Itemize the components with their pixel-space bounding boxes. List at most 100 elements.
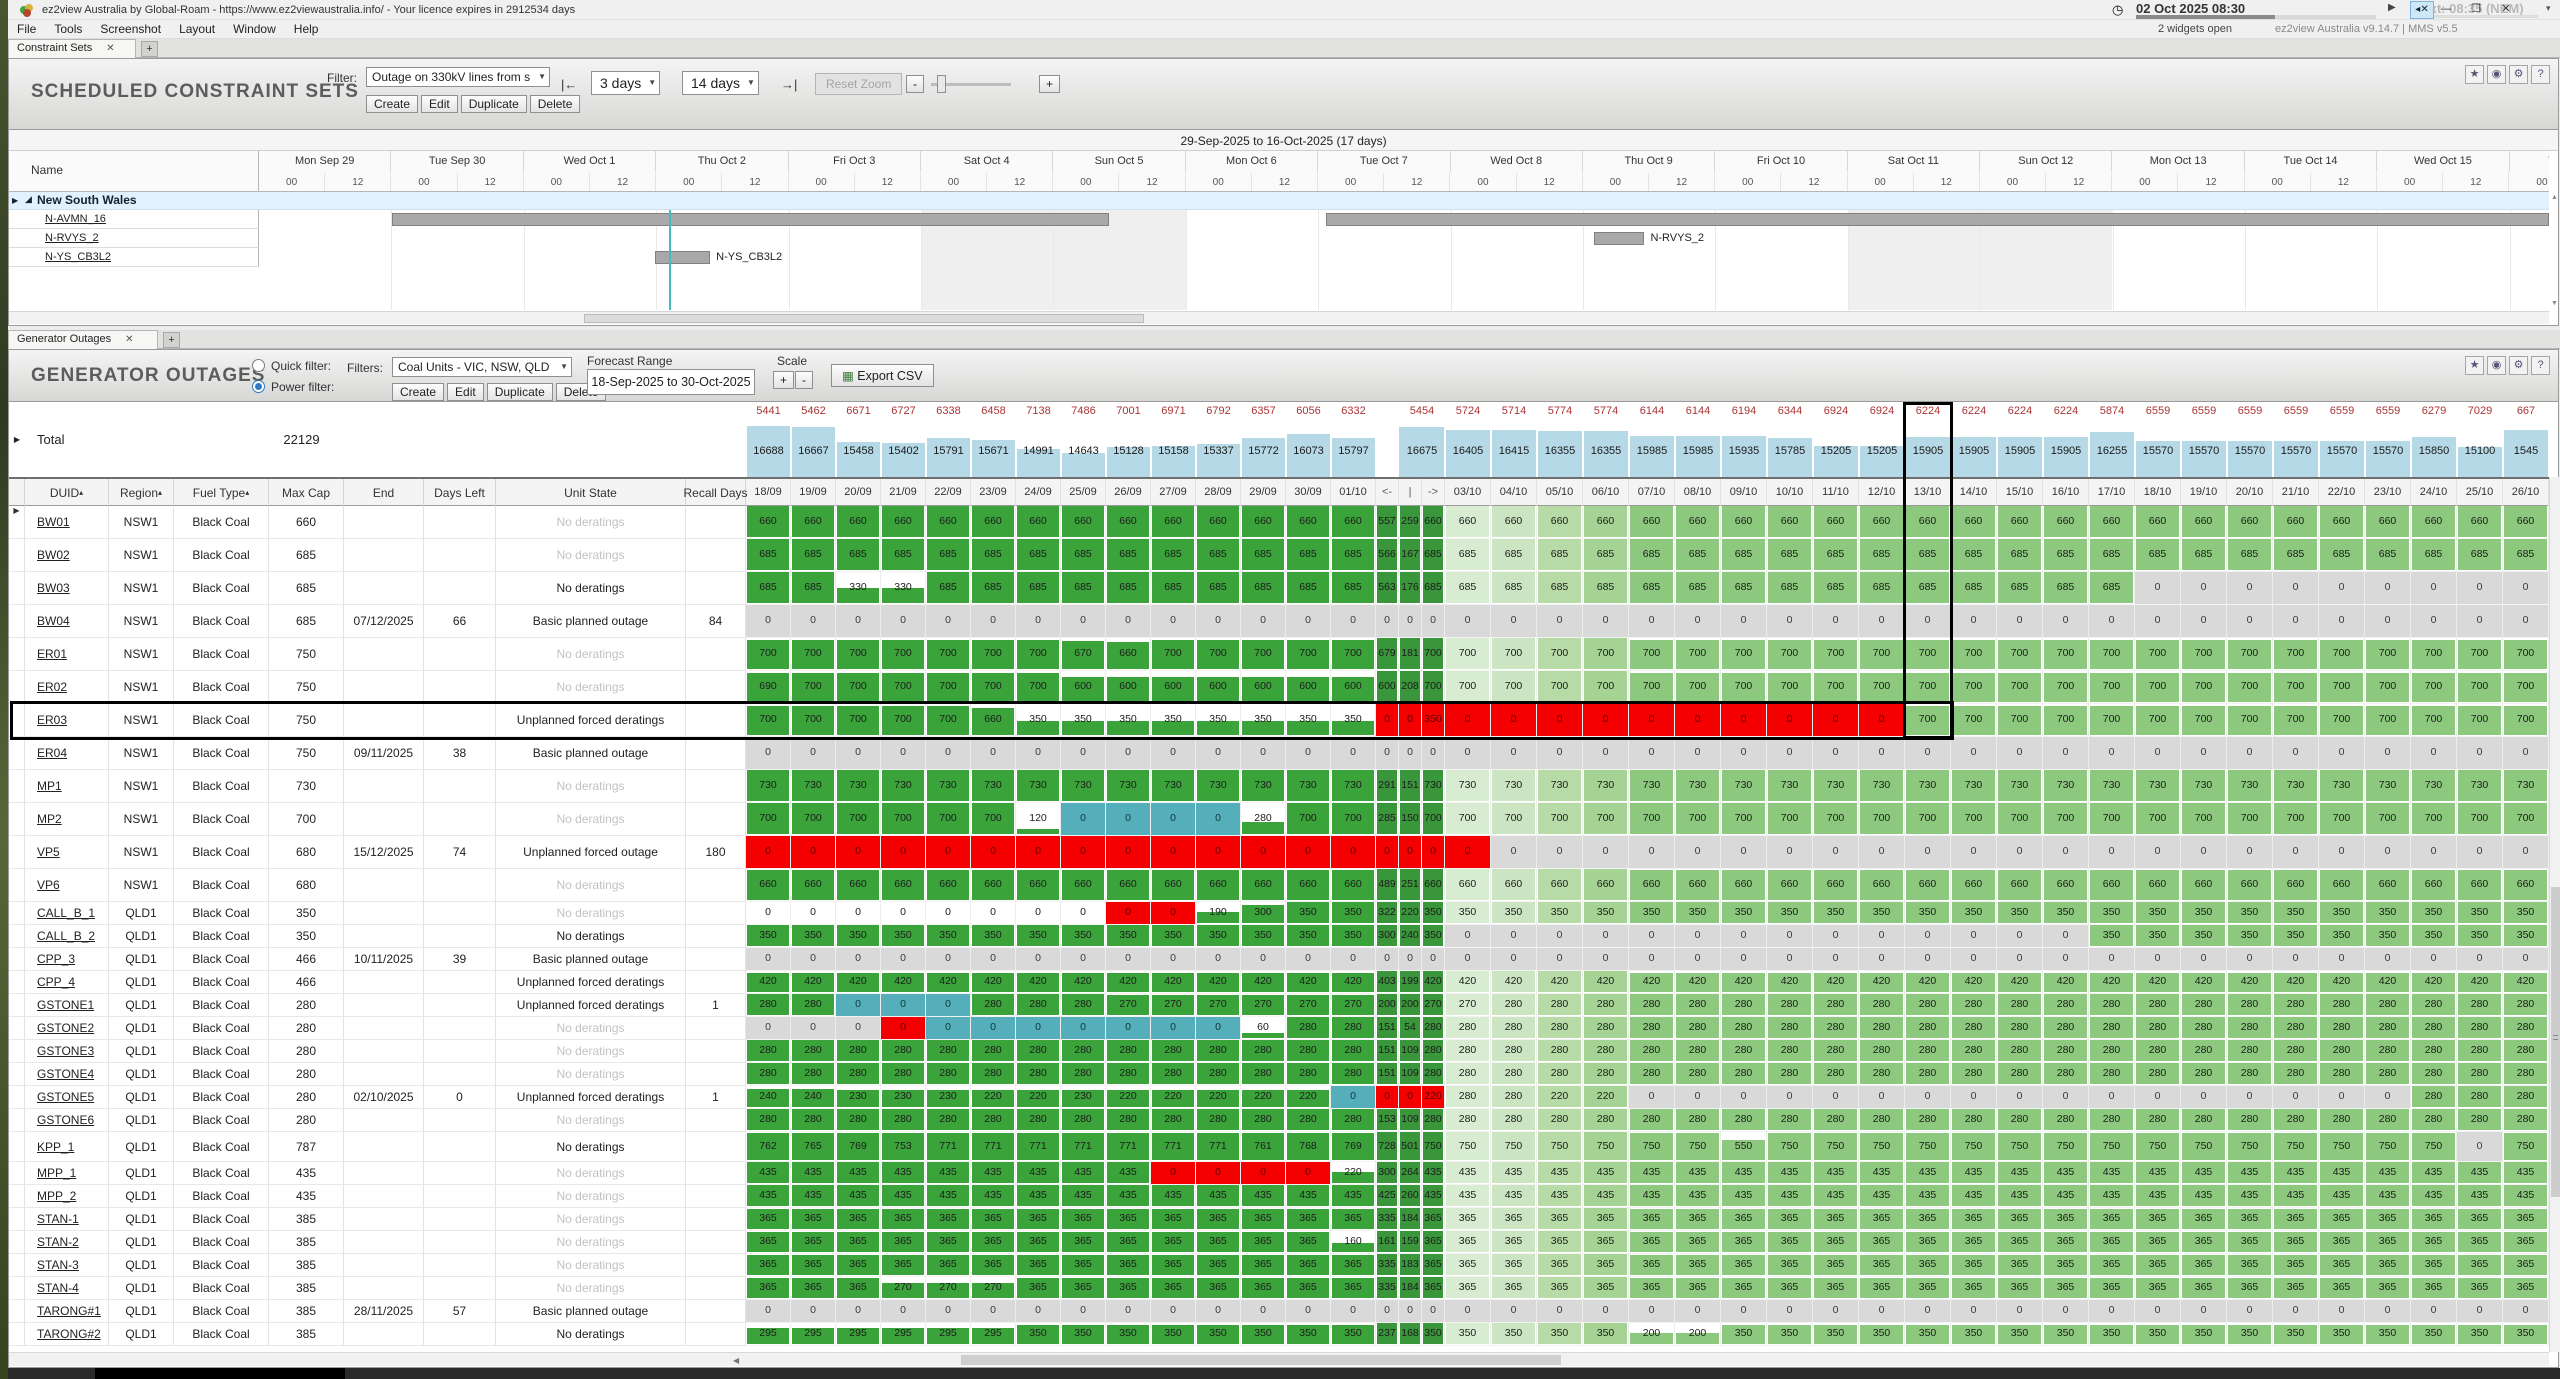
cell-MPP_2-7[interactable]: 435: [1061, 1185, 1106, 1208]
cell-ER03-24[interactable]: 0: [1767, 704, 1813, 737]
cell-ER01-11[interactable]: 700: [1241, 638, 1286, 671]
cell-KPP_1-34[interactable]: 750: [2227, 1132, 2273, 1162]
cell-CPP_4-39[interactable]: 420: [2457, 971, 2503, 994]
row-expander[interactable]: [9, 704, 25, 737]
cell-STAN-4-28[interactable]: 365: [1951, 1277, 1997, 1300]
cell-GSTONE5-24[interactable]: 0: [1767, 1086, 1813, 1109]
total-col-04/10[interactable]: 571416415: [1491, 402, 1537, 477]
cell-STAN-1-14[interactable]: 335: [1376, 1208, 1399, 1231]
cell-STAN-2-20[interactable]: 365: [1583, 1231, 1629, 1254]
cell-GSTONE2-17[interactable]: 280: [1445, 1017, 1491, 1040]
date-header-08/10[interactable]: 08/10: [1675, 479, 1721, 506]
cell-ER04-38[interactable]: 0: [2411, 737, 2457, 770]
row-expander[interactable]: [9, 1162, 25, 1185]
cell-STAN-1-30[interactable]: 365: [2043, 1208, 2089, 1231]
cell-ER02-34[interactable]: 700: [2227, 671, 2273, 704]
cell-STAN-4-6[interactable]: 365: [1016, 1277, 1061, 1300]
cell-MPP_1-37[interactable]: 435: [2365, 1162, 2411, 1185]
cell-ER02-29[interactable]: 700: [1997, 671, 2043, 704]
cell-GSTONE2-16[interactable]: 280: [1422, 1017, 1445, 1040]
cell-GSTONE3-12[interactable]: 280: [1286, 1040, 1331, 1063]
cell-TARONG#2-5[interactable]: 295: [971, 1323, 1016, 1346]
cell-STAN-4-18[interactable]: 365: [1491, 1277, 1537, 1300]
cell-GSTONE4-9[interactable]: 280: [1151, 1063, 1196, 1086]
cell-CALL_B_1-4[interactable]: 0: [926, 902, 971, 925]
cell-STAN-1-20[interactable]: 365: [1583, 1208, 1629, 1231]
cell-TARONG#1-1[interactable]: 0: [791, 1300, 836, 1323]
cell-BW01-12[interactable]: 660: [1286, 506, 1331, 539]
cell-GSTONE4-24[interactable]: 280: [1767, 1063, 1813, 1086]
cell-BW03-35[interactable]: 0: [2273, 572, 2319, 605]
cell-BW04-0[interactable]: 0: [746, 605, 791, 638]
total-col-20/09[interactable]: 667115458: [836, 402, 881, 477]
cell-GSTONE5-17[interactable]: 280: [1445, 1086, 1491, 1109]
cell-TARONG#1-38[interactable]: 0: [2411, 1300, 2457, 1323]
cell-MPP_2-28[interactable]: 435: [1951, 1185, 1997, 1208]
cell-CPP_4-26[interactable]: 420: [1859, 971, 1905, 994]
cell-BW04-26[interactable]: 0: [1859, 605, 1905, 638]
cell-ER02-40[interactable]: 700: [2503, 671, 2549, 704]
cell-MP1-2[interactable]: 730: [836, 770, 881, 803]
cell-GSTONE4-39[interactable]: 280: [2457, 1063, 2503, 1086]
cell-CALL_B_2-2[interactable]: 350: [836, 925, 881, 948]
cell-BW03-3[interactable]: 330: [881, 572, 926, 605]
cell-MPP_2-27[interactable]: 435: [1905, 1185, 1951, 1208]
cell-ER04-0[interactable]: 0: [746, 737, 791, 770]
chevron-down-icon[interactable]: ▾: [2546, 3, 2551, 14]
cell-STAN-4-31[interactable]: 365: [2089, 1277, 2135, 1300]
cell-VP6-37[interactable]: 660: [2365, 869, 2411, 902]
cell-VP5-28[interactable]: 0: [1951, 836, 1997, 869]
cell-MP2-26[interactable]: 700: [1859, 803, 1905, 836]
cell-GSTONE4-0[interactable]: 280: [746, 1063, 791, 1086]
cell-ER01-3[interactable]: 700: [881, 638, 926, 671]
cell-STAN-1-12[interactable]: 365: [1286, 1208, 1331, 1231]
gantt-hscroll-thumb[interactable]: [584, 314, 1144, 323]
total-col-25/10[interactable]: 702915100: [2457, 402, 2503, 477]
cell-ER03-29[interactable]: 700: [1997, 704, 2043, 737]
cell-ER03-34[interactable]: 700: [2227, 704, 2273, 737]
cell-GSTONE3-26[interactable]: 280: [1859, 1040, 1905, 1063]
cell-CALL_B_1-39[interactable]: 350: [2457, 902, 2503, 925]
cell-GSTONE2-32[interactable]: 280: [2135, 1017, 2181, 1040]
cell-CALL_B_1-40[interactable]: 350: [2503, 902, 2549, 925]
cell-VP6-30[interactable]: 660: [2043, 869, 2089, 902]
total-col-20/10[interactable]: 655915570: [2227, 402, 2273, 477]
cell-MP2-2[interactable]: 700: [836, 803, 881, 836]
cell-TARONG#2-26[interactable]: 350: [1859, 1323, 1905, 1346]
cell-ER02-1[interactable]: 700: [791, 671, 836, 704]
cell-GSTONE2-5[interactable]: 0: [971, 1017, 1016, 1040]
cell-ER01-29[interactable]: 700: [1997, 638, 2043, 671]
cell-BW02-18[interactable]: 685: [1491, 539, 1537, 572]
row-expander[interactable]: [9, 1063, 25, 1086]
cell-CPP_3-35[interactable]: 0: [2273, 948, 2319, 971]
cell-BW03-29[interactable]: 685: [1997, 572, 2043, 605]
cell-STAN-3-38[interactable]: 365: [2411, 1254, 2457, 1277]
cell-STAN-3-30[interactable]: 365: [2043, 1254, 2089, 1277]
cell-GSTONE1-30[interactable]: 280: [2043, 994, 2089, 1017]
cell-GSTONE5-32[interactable]: 0: [2135, 1086, 2181, 1109]
cell-BW01-28[interactable]: 660: [1951, 506, 1997, 539]
cell-MPP_1-23[interactable]: 435: [1721, 1162, 1767, 1185]
cell-MPP_1-9[interactable]: 0: [1151, 1162, 1196, 1185]
cell-KPP_1-24[interactable]: 750: [1767, 1132, 1813, 1162]
cell-MPP_2-25[interactable]: 435: [1813, 1185, 1859, 1208]
cell-BW03-11[interactable]: 685: [1241, 572, 1286, 605]
cell-GSTONE5-35[interactable]: 0: [2273, 1086, 2319, 1109]
cell-MPP_2-22[interactable]: 435: [1675, 1185, 1721, 1208]
duid-link[interactable]: MP2: [37, 812, 62, 826]
cell-ER02-35[interactable]: 700: [2273, 671, 2319, 704]
cell-GSTONE6-20[interactable]: 280: [1583, 1109, 1629, 1132]
cell-GSTONE4-32[interactable]: 280: [2135, 1063, 2181, 1086]
cell-GSTONE1-5[interactable]: 280: [971, 994, 1016, 1017]
cell-STAN-3-39[interactable]: 365: [2457, 1254, 2503, 1277]
cell-TARONG#2-3[interactable]: 295: [881, 1323, 926, 1346]
cell-ER01-33[interactable]: 700: [2181, 638, 2227, 671]
cell-BW03-37[interactable]: 0: [2365, 572, 2411, 605]
cell-STAN-3-29[interactable]: 365: [1997, 1254, 2043, 1277]
cell-BW02-1[interactable]: 685: [791, 539, 836, 572]
cell-GSTONE5-19[interactable]: 220: [1537, 1086, 1583, 1109]
cell-TARONG#1-27[interactable]: 0: [1905, 1300, 1951, 1323]
cell-KPP_1-40[interactable]: 750: [2503, 1132, 2549, 1162]
cell-MPP_1-21[interactable]: 435: [1629, 1162, 1675, 1185]
cell-TARONG#2-9[interactable]: 350: [1151, 1323, 1196, 1346]
